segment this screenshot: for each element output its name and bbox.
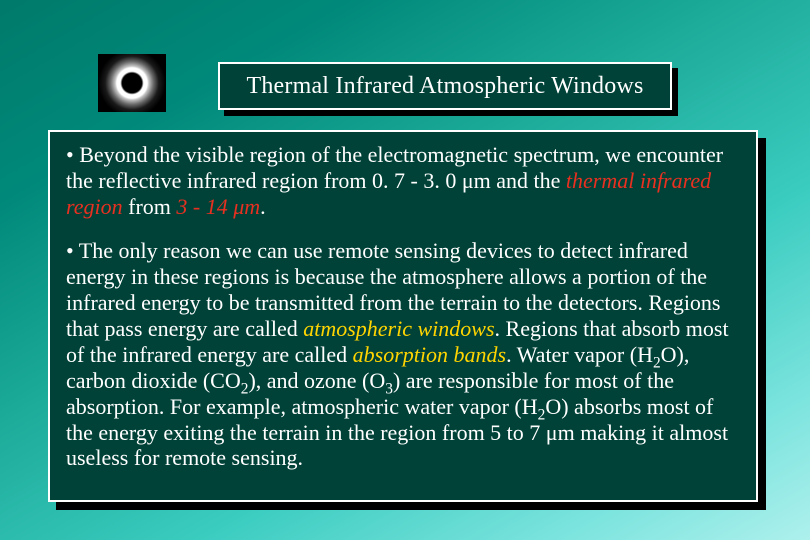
bullet-2-text-e: ), and ozone (O [248,368,385,393]
slide: Thermal Infrared Atmospheric Windows • B… [0,0,810,540]
thermal-range-label: 3 - 14 μm [176,194,260,219]
body-box: • Beyond the visible region of the elect… [48,130,758,502]
eclipse-icon [98,54,166,112]
absorption-bands-label: absorption bands [353,342,506,367]
bullet-1-text-c: . [260,194,266,219]
atmospheric-windows-label: atmospheric windows [303,316,494,341]
title-box: Thermal Infrared Atmospheric Windows [218,62,672,110]
bullet-2-text-c: . Water vapor (H [506,342,653,367]
title-container: Thermal Infrared Atmospheric Windows [218,62,672,110]
slide-title: Thermal Infrared Atmospheric Windows [246,73,643,100]
eclipse-image [98,54,166,112]
bullet-1-text-b: from [123,194,177,219]
body-container: • Beyond the visible region of the elect… [48,130,758,502]
bullet-2: • The only reason we can use remote sens… [66,238,740,472]
bullet-1: • Beyond the visible region of the elect… [66,142,740,220]
